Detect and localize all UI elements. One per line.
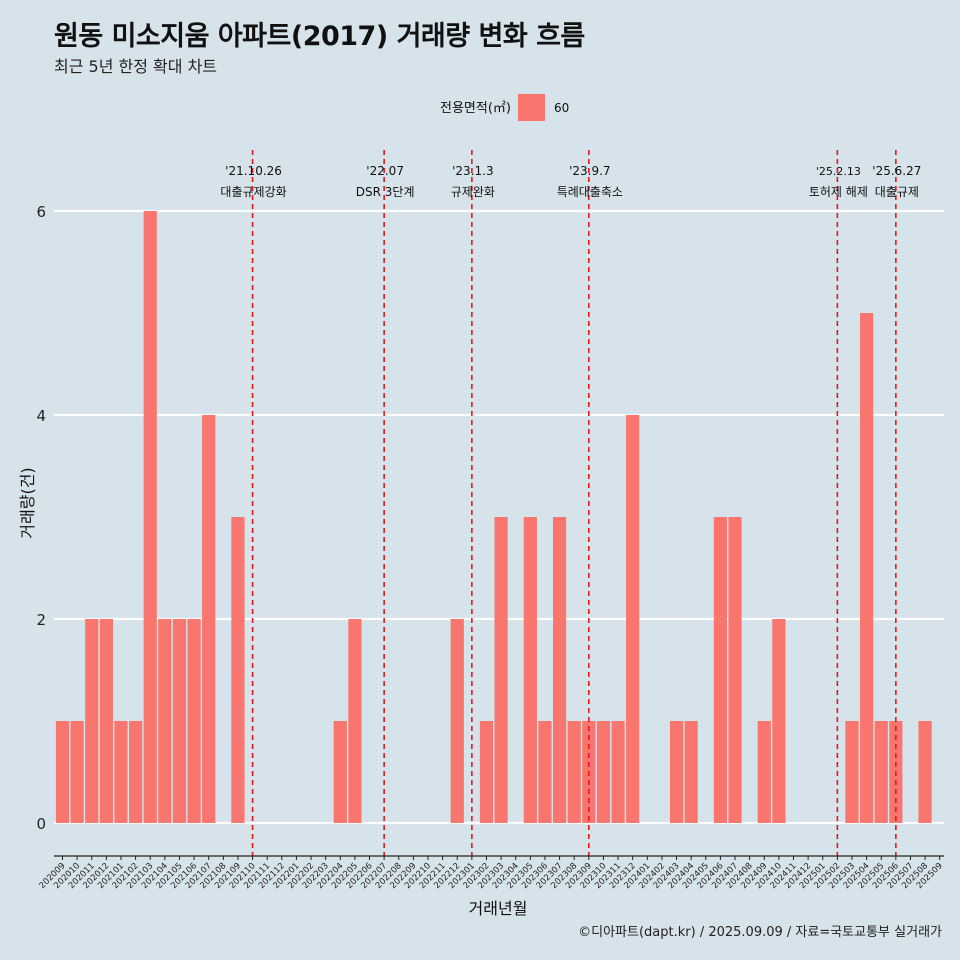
bar-202106 — [187, 619, 201, 823]
event-date: '25.2.13 — [816, 165, 861, 178]
bar-202012 — [99, 619, 113, 823]
bar-202306 — [538, 721, 552, 823]
bar-202103 — [143, 211, 157, 823]
bar-202204 — [333, 721, 347, 823]
event-label: 대출규제 — [875, 185, 919, 199]
bars — [55, 211, 932, 823]
y-axis-label: 거래량(건) — [18, 467, 37, 538]
bar-202407 — [728, 517, 742, 823]
bar-202303 — [494, 517, 508, 823]
bar-202312 — [626, 415, 640, 823]
chart-title: 원동 미소지움 아파트(2017) 거래량 변화 흐름 — [54, 21, 585, 52]
bar-202104 — [158, 619, 172, 823]
event-date: '23.1.3 — [452, 164, 493, 178]
bar-202105 — [172, 619, 187, 823]
legend-swatch — [518, 94, 545, 121]
bar-202508 — [918, 721, 932, 823]
x-axis: 2020092020102020112020122021012021022021… — [38, 855, 945, 891]
bar-202404 — [684, 721, 698, 823]
y-tick-label: 2 — [36, 611, 46, 629]
bar-202302 — [479, 721, 494, 823]
bar-202107 — [202, 415, 216, 823]
bar-202311 — [611, 721, 625, 823]
bar-202504 — [860, 313, 874, 823]
legend-entry: 60 — [554, 101, 569, 115]
bar-202212 — [450, 619, 464, 823]
bar-202307 — [552, 517, 567, 823]
bar-202109 — [231, 517, 245, 823]
bar-202305 — [523, 517, 537, 823]
legend-title: 전용면적(㎡) — [440, 101, 511, 116]
source-caption: ©디아파트(dapt.kr) / 2025.09.09 / 자료=국토교통부 실… — [578, 925, 942, 940]
bar-202205 — [348, 619, 362, 823]
chart-subtitle: 최근 5년 한정 확대 차트 — [54, 57, 218, 76]
bar-202310 — [596, 721, 611, 823]
event-date: '21.10.26 — [225, 164, 282, 178]
event-label: 대출규제강화 — [220, 185, 286, 199]
y-tick-label: 6 — [36, 203, 46, 221]
bar-202505 — [874, 721, 888, 823]
event-markers: '21.10.26 대출규제강화 '22.07 DSR 3단계 '23.1.3 규제완화 '… — [220, 150, 921, 856]
bar-202011 — [85, 619, 99, 823]
bar-202403 — [669, 721, 684, 823]
bar-202406 — [713, 517, 727, 823]
event-label: 토허제 해제 — [809, 185, 868, 199]
y-tick-label: 0 — [36, 815, 46, 833]
event-label: DSR 3단계 — [356, 185, 415, 199]
bar-202009 — [55, 721, 70, 823]
bar-202308 — [567, 721, 581, 823]
bar-202503 — [845, 721, 859, 823]
bar-202101 — [114, 721, 128, 823]
bar-202102 — [129, 721, 143, 823]
event-label: 특례대출축소 — [557, 185, 623, 199]
event-date: '23.9.7 — [569, 164, 610, 178]
event-label: 규제완화 — [451, 185, 495, 199]
event-date: '22.07 — [366, 164, 404, 178]
x-axis-label: 거래년월 — [469, 899, 528, 918]
y-tick-label: 4 — [36, 407, 46, 425]
bar-202010 — [70, 721, 84, 823]
y-axis: 0 2 4 6 — [36, 203, 46, 833]
legend: 전용면적(㎡) 60 — [440, 94, 569, 121]
bar-202410 — [772, 619, 786, 823]
bar-202409 — [757, 721, 771, 823]
event-date: '25.6.27 — [872, 164, 921, 178]
